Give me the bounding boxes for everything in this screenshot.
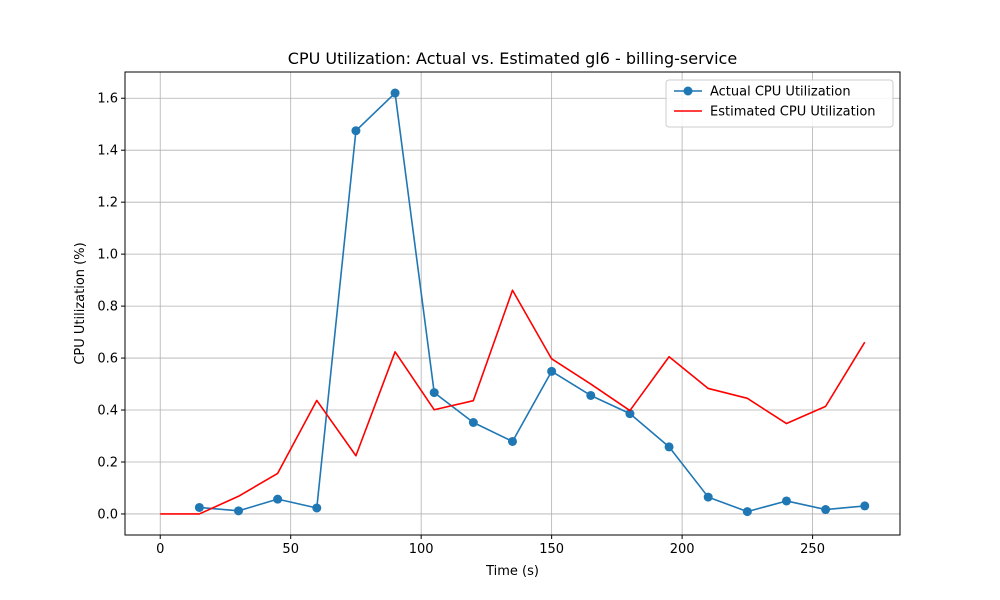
actual-cpu-utilization-point xyxy=(781,496,791,506)
chart-title: CPU Utilization: Actual vs. Estimated gl… xyxy=(288,49,737,68)
x-tick-label: 0 xyxy=(156,542,164,557)
series-layer xyxy=(160,88,870,517)
actual-cpu-utilization-line xyxy=(199,92,865,513)
actual-cpu-utilization-point xyxy=(664,442,674,452)
y-tick-label: 1.2 xyxy=(97,196,118,211)
y-tick-label: 1.0 xyxy=(97,248,118,263)
x-tick-label: 100 xyxy=(409,542,434,557)
y-tick-label: 0.0 xyxy=(97,507,118,522)
x-tick-label: 200 xyxy=(670,542,695,557)
legend-swatch-marker xyxy=(683,86,693,96)
actual-cpu-utilization-point xyxy=(429,388,439,398)
legend-label: Estimated CPU Utilization xyxy=(710,105,876,120)
y-tick-label: 0.2 xyxy=(97,455,118,470)
estimated-cpu-utilization-line xyxy=(160,289,866,515)
actual-cpu-utilization-point xyxy=(390,88,400,98)
legend-box xyxy=(665,79,894,128)
y-tick-label: 1.4 xyxy=(97,144,118,159)
x-tick-label: 50 xyxy=(282,542,299,557)
y-axis-label: CPU Utilization (%) xyxy=(73,242,88,364)
actual-cpu-utilization-point xyxy=(234,506,244,516)
actual-cpu-utilization-point xyxy=(860,501,870,511)
y-tick-label: 0.4 xyxy=(97,404,118,419)
y-tick-label: 0.6 xyxy=(97,352,118,367)
actual-cpu-utilization-point xyxy=(547,366,557,376)
actual-cpu-utilization-point xyxy=(703,492,713,502)
x-tick-label: 250 xyxy=(800,542,825,557)
ticks: 0 50 100 150 200 250 0.0 0.2 0.4 0.6 0.8 1.0 1.2 1.4 1… xyxy=(97,92,825,557)
y-tick-label: 0.8 xyxy=(97,300,118,315)
x-tick-label: 150 xyxy=(539,542,564,557)
grid xyxy=(125,72,900,535)
plot-area-frame xyxy=(124,71,901,536)
legend: Actual CPU Utilization Estimated CPU Util… xyxy=(665,79,894,128)
actual-cpu-utilization-point xyxy=(351,126,361,136)
legend-label: Actual CPU Utilization xyxy=(710,85,851,100)
y-tick-label: 1.6 xyxy=(97,92,118,107)
actual-cpu-utilization-point xyxy=(273,494,283,504)
actual-cpu-utilization-point xyxy=(312,503,322,513)
actual-cpu-utilization-point xyxy=(508,436,517,446)
actual-cpu-utilization-point xyxy=(821,505,831,515)
x-axis-label: Time (s) xyxy=(485,564,539,579)
actual-cpu-utilization-point xyxy=(586,390,596,400)
actual-cpu-utilization-point xyxy=(468,417,478,427)
actual-cpu-utilization-point xyxy=(194,502,204,512)
actual-cpu-utilization-point xyxy=(625,409,635,419)
actual-cpu-utilization-point xyxy=(742,507,752,517)
